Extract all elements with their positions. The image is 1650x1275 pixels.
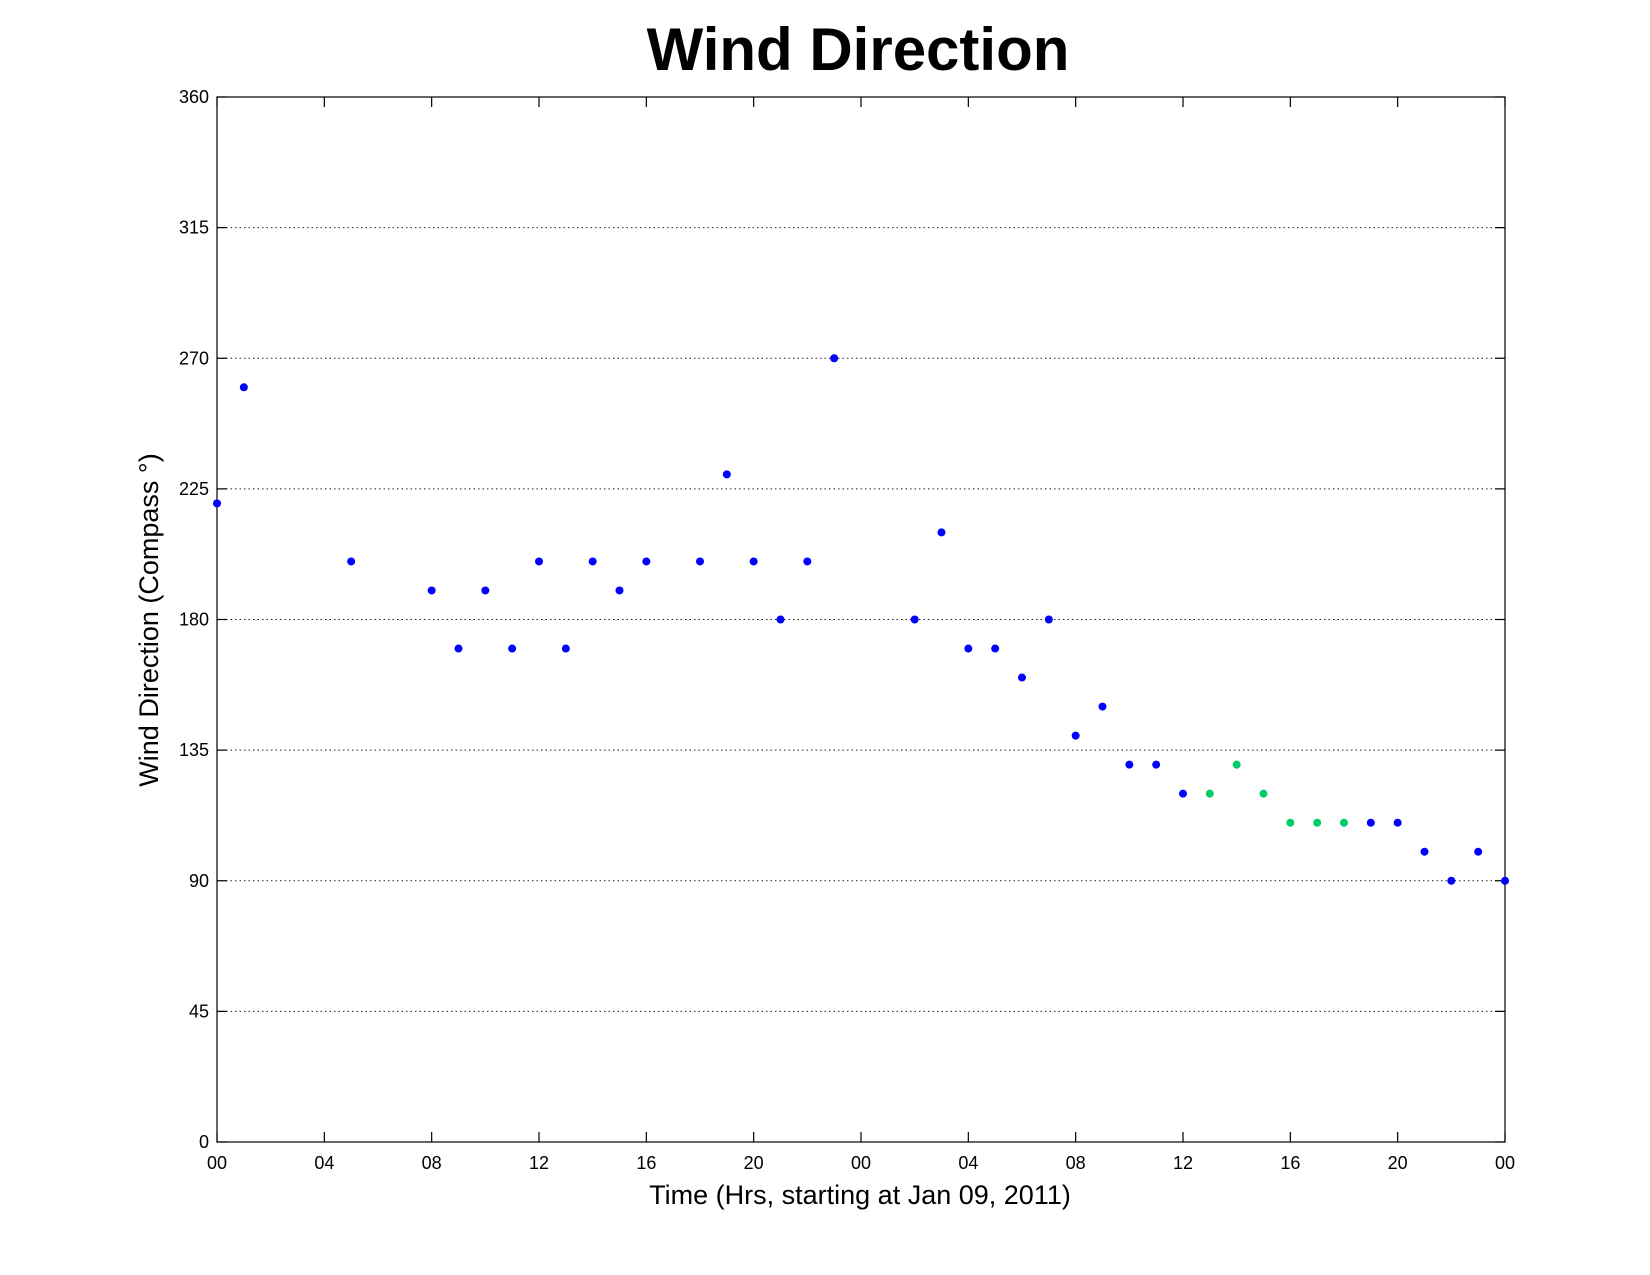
data-point xyxy=(347,557,356,566)
y-tick-labels: 0 45 90 135 180 225 270 315 360 xyxy=(179,87,209,1152)
data-point xyxy=(1313,818,1322,827)
y-tick-label: 45 xyxy=(189,1001,209,1021)
data-point xyxy=(1366,818,1375,827)
data-point xyxy=(213,499,221,508)
x-tick-label: 12 xyxy=(1173,1153,1193,1173)
x-tick-label: 16 xyxy=(1280,1153,1300,1173)
y-tick-label: 135 xyxy=(179,740,209,760)
data-point xyxy=(1340,818,1348,827)
data-point xyxy=(1501,876,1509,885)
data-point xyxy=(481,586,490,595)
y-tick-label: 270 xyxy=(179,348,209,368)
y-tick-label: 180 xyxy=(179,610,209,630)
x-tick-label: 08 xyxy=(1066,1153,1086,1173)
x-tick-label: 00 xyxy=(851,1153,871,1173)
chart-title: Wind Direction xyxy=(647,16,1070,83)
data-point xyxy=(803,557,812,566)
data-point xyxy=(561,644,570,653)
x-axis-label: Time (Hrs, starting at Jan 09, 2011) xyxy=(649,1180,1071,1210)
data-point xyxy=(1420,847,1429,856)
data-point xyxy=(1179,789,1187,798)
y-tick-label: 360 xyxy=(179,87,209,107)
data-point xyxy=(1393,818,1402,827)
x-tick-label: 20 xyxy=(1388,1153,1408,1173)
data-point xyxy=(1474,847,1483,856)
data-point xyxy=(588,557,597,566)
x-tick-labels: 00 04 08 12 16 20 00 04 08 12 16 20 00 xyxy=(207,1153,1515,1173)
plot-area-frame xyxy=(216,96,1506,1143)
y-tick-label: 90 xyxy=(189,871,209,891)
data-point xyxy=(1125,760,1134,769)
y-tick-label: 0 xyxy=(199,1132,209,1152)
data-points xyxy=(213,354,1509,885)
data-point xyxy=(427,586,436,595)
x-tick-label: 04 xyxy=(958,1153,978,1173)
data-point xyxy=(508,644,517,653)
y-axis-label: Wind Direction (Compass °) xyxy=(134,453,164,786)
data-point xyxy=(1098,702,1107,711)
y-tick-label: 315 xyxy=(179,218,209,238)
data-point xyxy=(1018,673,1026,682)
data-point xyxy=(776,615,785,624)
data-point xyxy=(722,470,731,479)
data-point xyxy=(910,615,919,624)
data-point xyxy=(535,557,543,566)
x-tick-label: 20 xyxy=(744,1153,764,1173)
x-tick-label: 08 xyxy=(422,1153,442,1173)
x-tick-label: 00 xyxy=(207,1153,227,1173)
data-point xyxy=(1152,760,1161,769)
data-point xyxy=(1044,615,1053,624)
x-tick-label: 12 xyxy=(529,1153,549,1173)
data-point xyxy=(1205,789,1214,798)
x-tick-label: 04 xyxy=(314,1153,334,1173)
data-point xyxy=(1071,731,1080,740)
gridlines xyxy=(217,96,1505,1143)
data-point xyxy=(1232,760,1241,769)
data-point xyxy=(964,644,973,653)
data-point xyxy=(1259,789,1268,798)
data-point xyxy=(642,557,651,566)
data-point xyxy=(937,528,946,537)
data-point xyxy=(239,383,248,392)
data-point xyxy=(696,557,704,566)
y-tick-label: 225 xyxy=(179,479,209,499)
data-point xyxy=(1286,818,1295,827)
data-point xyxy=(991,644,1000,653)
data-point xyxy=(749,557,758,566)
data-point xyxy=(1447,876,1456,885)
x-tick-label: 16 xyxy=(636,1153,656,1173)
x-tick-label: 00 xyxy=(1495,1153,1515,1173)
data-point xyxy=(615,586,624,595)
data-point xyxy=(830,354,839,363)
data-point xyxy=(454,644,463,653)
